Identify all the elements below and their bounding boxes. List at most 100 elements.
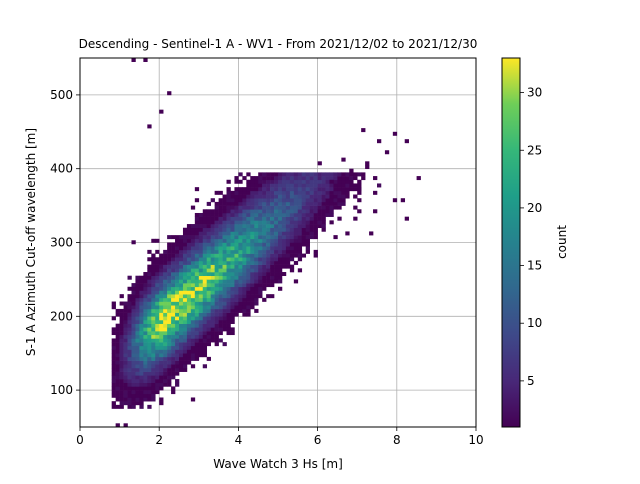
histogram-bin: [163, 283, 168, 288]
histogram-bin: [210, 198, 215, 203]
histogram-bin: [206, 323, 211, 328]
histogram-bin: [143, 316, 148, 321]
histogram-bin: [171, 290, 176, 295]
histogram-bin: [202, 272, 208, 277]
histogram-bin: [111, 364, 116, 369]
y-tick-label: 500: [50, 88, 73, 102]
histogram-bin: [151, 275, 156, 280]
histogram-bin: [337, 201, 342, 206]
histogram-bin: [254, 294, 259, 299]
histogram-bin: [151, 360, 156, 365]
histogram-bin-outlier: [147, 124, 152, 129]
histogram-bin: [218, 260, 223, 265]
histogram-bin: [210, 227, 215, 232]
histogram-bin: [309, 227, 314, 232]
histogram-bin: [115, 323, 120, 328]
histogram-bin: [309, 205, 314, 210]
histogram-bin: [159, 371, 164, 376]
histogram-bin: [119, 331, 124, 336]
histogram-bin: [305, 227, 310, 232]
histogram-bin: [345, 183, 350, 188]
histogram-bin: [175, 345, 180, 350]
histogram-bin: [230, 264, 235, 269]
histogram-bin: [222, 312, 227, 317]
histogram-bin: [333, 172, 338, 177]
histogram-bin: [218, 198, 223, 203]
histogram-bin: [250, 201, 255, 206]
histogram-bin: [155, 390, 160, 395]
histogram-bin: [194, 268, 200, 273]
histogram-bin: [119, 404, 124, 409]
histogram-bin: [151, 268, 156, 273]
histogram-bin: [151, 260, 156, 265]
histogram-bin-outlier: [341, 157, 346, 162]
histogram-bin: [238, 235, 243, 240]
histogram-bin: [175, 312, 180, 317]
histogram-bin: [242, 194, 247, 199]
histogram-bin: [222, 316, 227, 321]
histogram-bin: [198, 312, 204, 317]
histogram-bin: [226, 242, 231, 247]
histogram-bin: [270, 238, 275, 243]
histogram-bin: [278, 227, 283, 232]
histogram-bin: [163, 272, 168, 277]
histogram-bin: [210, 220, 215, 225]
histogram-bin: [222, 286, 227, 291]
histogram-bin: [135, 382, 140, 387]
histogram-bin: [139, 301, 144, 306]
histogram-bin: [238, 249, 243, 254]
histogram-bin: [309, 235, 314, 240]
histogram-bin: [198, 301, 204, 306]
histogram-bin: [151, 331, 156, 336]
histogram-bin: [210, 257, 215, 262]
histogram-bin: [262, 238, 267, 243]
histogram-bin: [202, 246, 208, 251]
histogram-bin: [242, 187, 247, 192]
histogram-bin: [190, 297, 196, 302]
histogram-bin: [242, 231, 247, 236]
histogram-bin: [242, 235, 247, 240]
histogram-bin: [167, 312, 172, 317]
histogram-bin: [155, 305, 160, 310]
histogram-bin: [289, 190, 295, 195]
histogram-bin: [210, 316, 215, 321]
histogram-bin: [285, 209, 291, 214]
histogram-bin: [289, 220, 295, 225]
histogram-bin: [317, 172, 322, 177]
histogram-bin: [238, 260, 243, 265]
histogram-bin: [186, 235, 192, 240]
histogram-bin: [135, 375, 140, 380]
histogram-bin: [179, 238, 184, 243]
histogram-bin: [278, 268, 283, 273]
histogram-bin: [234, 297, 239, 302]
histogram-bin: [135, 327, 140, 332]
histogram-bin: [214, 286, 219, 291]
histogram-bin: [202, 268, 208, 273]
histogram-bin: [349, 176, 354, 181]
histogram-bin: [135, 334, 140, 339]
histogram-bin: [131, 290, 136, 295]
histogram-bin: [230, 260, 235, 265]
histogram-bin: [202, 257, 208, 262]
histogram-bin: [242, 212, 247, 217]
histogram-bin: [234, 260, 239, 265]
histogram-bin: [143, 371, 148, 376]
histogram-bin: [111, 371, 116, 376]
histogram-bin: [139, 279, 144, 284]
histogram-bin: [151, 327, 156, 332]
histogram-bin: [278, 279, 283, 284]
histogram-bin: [293, 220, 299, 225]
histogram-bin: [151, 379, 156, 384]
histogram-bin: [238, 216, 243, 221]
histogram-bin: [301, 235, 307, 240]
histogram-bin: [143, 323, 148, 328]
histogram-cells: [111, 58, 421, 428]
histogram-bin-outlier: [384, 150, 390, 155]
histogram-bin: [222, 242, 227, 247]
histogram-bin: [151, 338, 156, 343]
histogram-bin: [250, 216, 255, 221]
histogram-bin: [230, 190, 235, 195]
histogram-bin: [230, 272, 235, 277]
histogram-bin: [266, 279, 271, 284]
y-tick-label: 300: [50, 236, 73, 250]
